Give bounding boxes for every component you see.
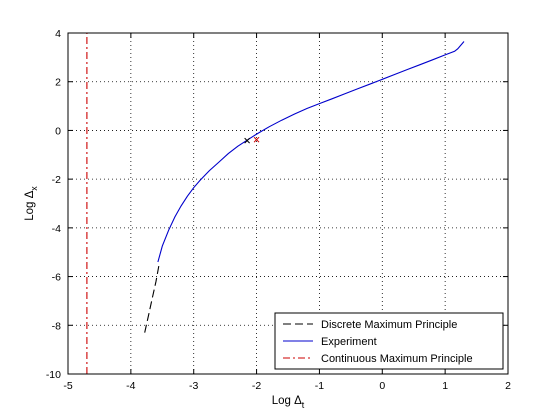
ticks	[67, 32, 509, 375]
y-tick-label: -8	[52, 320, 61, 332]
data-marker-1	[253, 136, 260, 143]
y-tick-label: -6	[52, 272, 61, 284]
x-tick-label: 1	[442, 380, 448, 392]
x-axis-label: Log Δt	[272, 395, 305, 410]
marker-stroke	[253, 136, 260, 143]
legend: Discrete Maximum Principle Experiment Cont…	[274, 312, 504, 370]
plot-border	[67, 32, 509, 375]
x-tick-label: -5	[63, 380, 72, 392]
x-axis-label-main: Log Δ	[272, 395, 302, 407]
y-tick-label: 2	[55, 77, 61, 89]
y-tick-label: -4	[52, 223, 61, 235]
legend-label-2: Continuous Maximum Principle	[321, 353, 473, 365]
y-axis-label-sub: x	[29, 186, 39, 191]
y-axis-label-main: Log Δ	[24, 190, 36, 220]
y-axis-label: Log Δx	[24, 186, 39, 221]
legend-label-0: Discrete Maximum Principle	[321, 319, 457, 331]
x-tick-label: -1	[315, 380, 324, 392]
x-axis-label-sub: t	[302, 400, 305, 410]
series-line-1	[157, 41, 465, 263]
marker-stroke	[244, 137, 250, 144]
y-tick-label: -2	[52, 174, 61, 186]
marker-layer	[244, 136, 260, 144]
data-marker-0	[244, 137, 250, 144]
y-tick-label: -10	[46, 369, 61, 381]
x-tick-label: -3	[189, 380, 198, 392]
x-tick-label: 2	[505, 380, 511, 392]
x-tick-label: -2	[252, 380, 261, 392]
series-layer	[86, 33, 465, 374]
x-tick-label: 0	[379, 380, 385, 392]
y-tick-label: 0	[55, 125, 61, 137]
legend-label-1: Experiment	[321, 336, 377, 348]
x-tick-label: -4	[126, 380, 135, 392]
y-tick-label: 4	[55, 28, 61, 40]
